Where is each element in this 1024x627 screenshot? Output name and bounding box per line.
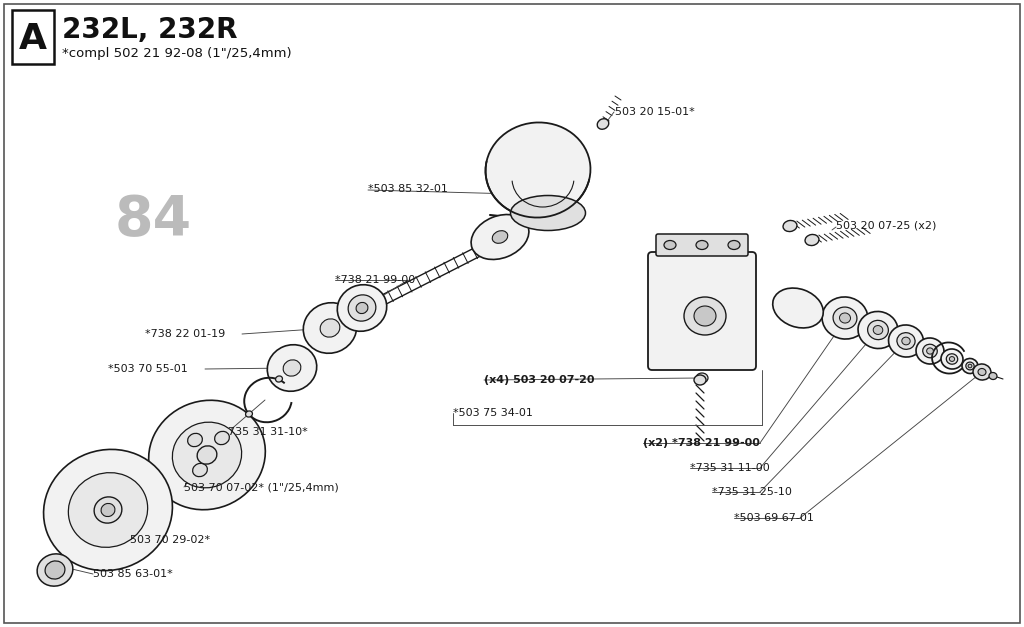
Ellipse shape: [664, 241, 676, 250]
Ellipse shape: [694, 375, 706, 385]
Ellipse shape: [968, 364, 972, 368]
Ellipse shape: [834, 307, 857, 329]
Ellipse shape: [840, 313, 851, 323]
Ellipse shape: [923, 344, 937, 358]
Ellipse shape: [246, 411, 253, 417]
Ellipse shape: [867, 320, 889, 340]
Text: 503 85 63-01*: 503 85 63-01*: [93, 569, 173, 579]
Ellipse shape: [493, 231, 508, 243]
Ellipse shape: [275, 376, 283, 382]
Ellipse shape: [172, 422, 242, 488]
Ellipse shape: [321, 319, 340, 337]
Text: 503 20 15-01*: 503 20 15-01*: [615, 107, 694, 117]
Ellipse shape: [94, 497, 122, 523]
Ellipse shape: [101, 503, 115, 517]
Ellipse shape: [873, 325, 883, 334]
FancyBboxPatch shape: [648, 252, 756, 370]
Ellipse shape: [966, 362, 974, 370]
Ellipse shape: [337, 285, 387, 331]
Ellipse shape: [696, 373, 708, 383]
Ellipse shape: [889, 325, 924, 357]
FancyBboxPatch shape: [656, 234, 748, 256]
Ellipse shape: [471, 214, 529, 260]
Ellipse shape: [69, 473, 147, 547]
Text: *735 31 11-00: *735 31 11-00: [690, 463, 770, 473]
Text: 503 20 07-25 (x2): 503 20 07-25 (x2): [836, 221, 936, 231]
Ellipse shape: [148, 400, 265, 510]
Ellipse shape: [949, 357, 954, 361]
Ellipse shape: [511, 196, 586, 231]
Text: *738 21 99-00: *738 21 99-00: [335, 275, 416, 285]
Text: (x4) 503 20 07-20: (x4) 503 20 07-20: [484, 375, 595, 385]
Ellipse shape: [356, 302, 368, 314]
Ellipse shape: [193, 463, 208, 477]
Ellipse shape: [37, 554, 73, 586]
Ellipse shape: [927, 348, 933, 354]
Ellipse shape: [728, 241, 740, 250]
Ellipse shape: [187, 433, 203, 446]
Ellipse shape: [684, 297, 726, 335]
Ellipse shape: [45, 561, 65, 579]
Ellipse shape: [773, 288, 823, 328]
Ellipse shape: [973, 364, 991, 380]
Ellipse shape: [597, 119, 608, 129]
Text: *compl 502 21 92-08 (1"/25,4mm): *compl 502 21 92-08 (1"/25,4mm): [62, 46, 292, 60]
Ellipse shape: [694, 306, 716, 326]
Text: A: A: [19, 22, 47, 56]
Text: *503 70 55-01: *503 70 55-01: [108, 364, 187, 374]
Text: 735 31 31-10*: 735 31 31-10*: [228, 427, 308, 437]
Ellipse shape: [215, 431, 229, 445]
Ellipse shape: [696, 241, 708, 250]
Ellipse shape: [941, 349, 963, 369]
Ellipse shape: [822, 297, 868, 339]
Ellipse shape: [946, 354, 957, 364]
Ellipse shape: [267, 345, 316, 391]
Text: *735 31 25-10: *735 31 25-10: [712, 487, 792, 497]
Ellipse shape: [485, 122, 591, 218]
Text: 503 70 29-02*: 503 70 29-02*: [130, 535, 210, 545]
Ellipse shape: [978, 369, 986, 376]
Ellipse shape: [858, 312, 898, 349]
Text: 232L, 232R: 232L, 232R: [62, 16, 238, 44]
Ellipse shape: [902, 337, 910, 345]
Text: *503 75 34-01: *503 75 34-01: [453, 408, 532, 418]
Ellipse shape: [783, 221, 797, 231]
Text: (x2) *738 21 99-00: (x2) *738 21 99-00: [643, 438, 760, 448]
Ellipse shape: [805, 234, 819, 246]
Ellipse shape: [303, 303, 356, 353]
FancyBboxPatch shape: [12, 10, 54, 64]
Ellipse shape: [348, 295, 376, 321]
Text: 503 70 07-02* (1"/25,4mm): 503 70 07-02* (1"/25,4mm): [184, 482, 339, 492]
Ellipse shape: [44, 450, 172, 571]
Ellipse shape: [198, 446, 217, 464]
Ellipse shape: [989, 372, 997, 379]
Ellipse shape: [916, 338, 944, 364]
Ellipse shape: [283, 360, 301, 376]
Text: *738 22 01-19: *738 22 01-19: [145, 329, 225, 339]
Text: *503 85 32-01: *503 85 32-01: [368, 184, 447, 194]
Text: 84: 84: [115, 193, 193, 247]
Ellipse shape: [962, 359, 978, 374]
Text: *503 69 67-01: *503 69 67-01: [734, 513, 814, 523]
Ellipse shape: [897, 333, 915, 349]
